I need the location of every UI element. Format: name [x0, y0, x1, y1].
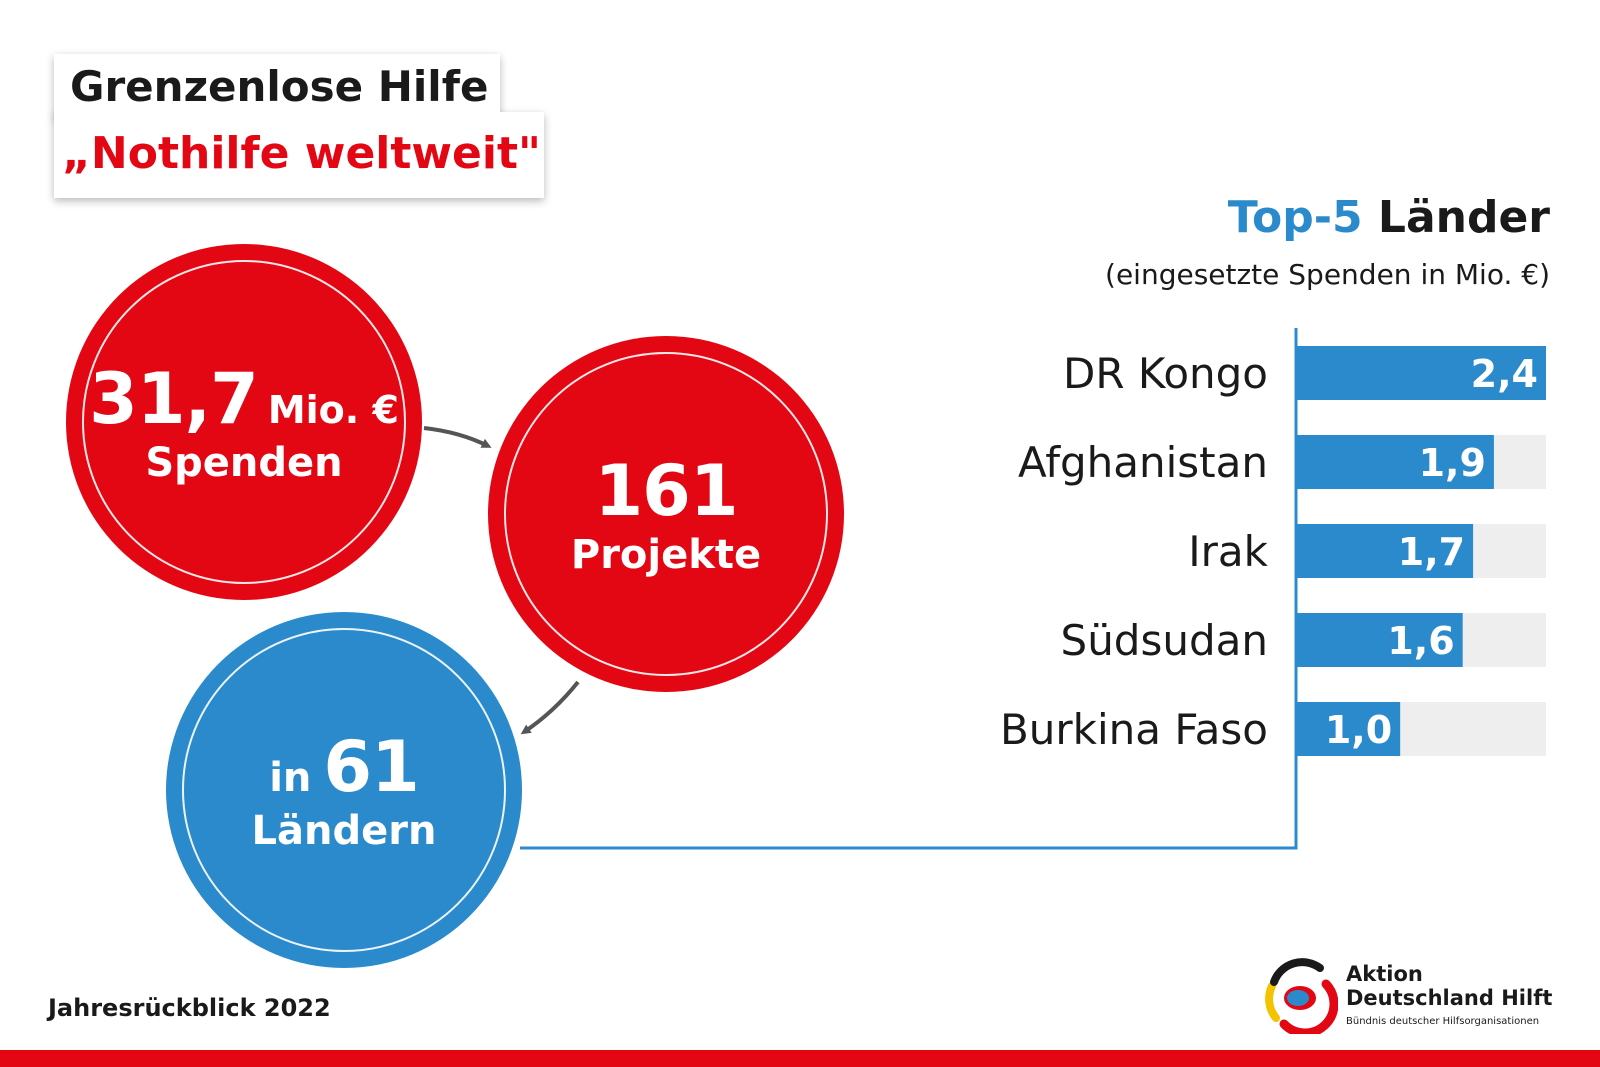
- countries-prefix: in: [269, 755, 312, 801]
- chart-title: Top-5 Länder: [1228, 192, 1550, 243]
- year-review-label: Jahresrückblick 2022: [48, 994, 331, 1022]
- value-label: 1,0: [1325, 708, 1392, 752]
- countries-circle-ring: [182, 628, 506, 952]
- logo-text-line1: Aktion: [1346, 962, 1423, 986]
- bar: [1296, 613, 1463, 667]
- bottom-accent-bar: [0, 1050, 1600, 1067]
- logo-text-line2: Deutschland Hilft: [1346, 986, 1553, 1010]
- donations-circle-ring: [82, 260, 406, 584]
- title-card-joint: [54, 100, 500, 120]
- countries-value: 61: [323, 726, 419, 808]
- value-label: 1,9: [1419, 441, 1486, 485]
- chart-subtitle: (eingesetzte Spenden in Mio. €): [1105, 258, 1550, 291]
- category-label: DR Kongo: [1063, 349, 1268, 398]
- bar: [1296, 346, 1546, 400]
- category-label: Südsudan: [1061, 616, 1268, 665]
- projects-circle: 161 Projekte: [488, 336, 844, 692]
- value-label: 2,4: [1471, 352, 1538, 396]
- arrow-donations-to-projects: [423, 426, 492, 448]
- line-countries-to-chart: [520, 328, 1298, 850]
- top5-bar-chart: DR Kongo 2,4 Afghanistan 1,9 Irak 1,7 Südsudan…: [1000, 346, 1546, 756]
- organization-logo: Aktion Deutschland Hilft Bündnis deutsch…: [1262, 958, 1562, 1038]
- aktion-deutschland-hilft-logo-icon: [1265, 958, 1338, 1034]
- value-label: 1,6: [1387, 619, 1454, 663]
- bar: [1296, 435, 1494, 489]
- projects-label: Projekte: [570, 532, 762, 578]
- logo-tagline: Bündnis deutscher Hilfsorganisationen: [1346, 1016, 1540, 1027]
- chart-title-rest: Länder: [1377, 192, 1550, 243]
- donations-label: Spenden: [145, 440, 343, 486]
- category-label: Burkina Faso: [1000, 705, 1268, 754]
- category-label: Afghanistan: [1018, 438, 1268, 487]
- countries-label: Ländern: [251, 808, 437, 854]
- projects-value: 161: [594, 450, 738, 532]
- donations-circle: 31,7 Mio. € Spenden: [66, 244, 422, 600]
- page-subtitle: „Nothilfe weltweit": [62, 128, 541, 179]
- chart-title-highlight: Top-5: [1227, 192, 1363, 243]
- page-title: Grenzenlose Hilfe: [70, 62, 489, 111]
- title-card-bottom: [54, 112, 544, 198]
- value-label: 1,7: [1398, 530, 1465, 574]
- projects-circle-ring: [504, 352, 828, 676]
- countries-circle: in 61 Ländern: [166, 612, 522, 968]
- category-label: Irak: [1188, 527, 1268, 576]
- bar: [1296, 524, 1474, 578]
- bar: [1296, 702, 1401, 756]
- arrow-projects-to-countries: [520, 680, 580, 735]
- donations-value: 31,7: [89, 358, 259, 440]
- donations-unit: Mio. €: [267, 388, 399, 432]
